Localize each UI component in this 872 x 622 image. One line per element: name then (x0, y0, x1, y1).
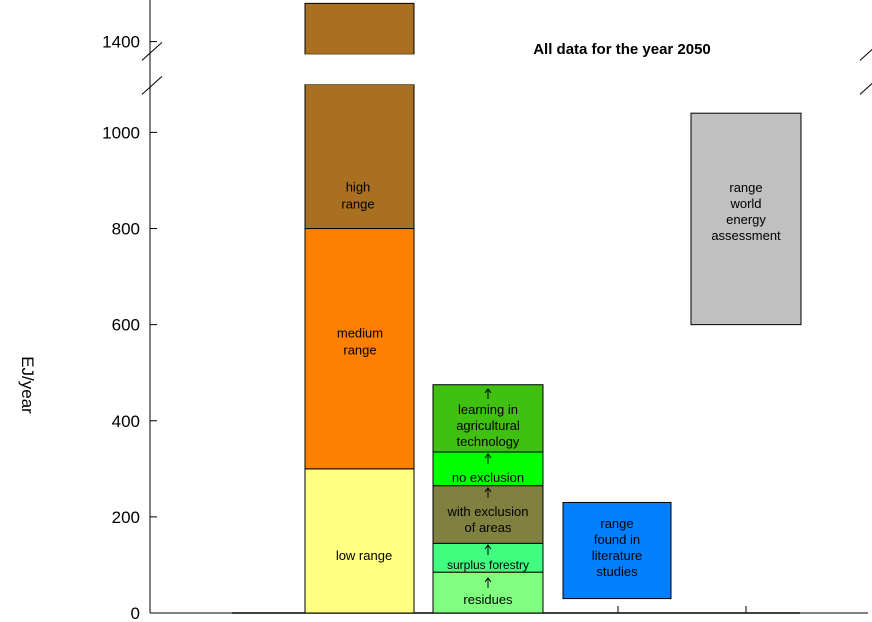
label-high-range: high range (341, 180, 374, 212)
segment-labels: low range medium range high range residues sur… (336, 180, 781, 608)
y-tick-label: 400 (112, 412, 140, 431)
y-axis-label: EJ/year (18, 356, 37, 414)
label-literature-range: range found in literature studies (592, 516, 643, 579)
y-tick-label: 600 (112, 316, 140, 335)
label-wea-range: range world energy assessment (711, 180, 781, 243)
label-learning: learning in agricultural technology (456, 402, 520, 449)
up-arrow-head (484, 453, 492, 459)
up-arrow-head (484, 577, 492, 583)
y-tick-label: 1400 (102, 33, 140, 52)
y-tick-label: 800 (112, 220, 140, 239)
y-tick-label: 0 (131, 604, 140, 622)
up-arrow-head (484, 388, 492, 394)
label-residues: residues (463, 592, 513, 607)
bar-segment-medium_range (304, 228, 415, 470)
up-arrow-head (484, 487, 492, 493)
label-low-range: low range (336, 548, 392, 563)
bars (303, 2, 802, 614)
y-tick-label: 1600 (102, 0, 140, 1)
bar-segment-literature (562, 501, 672, 600)
up-arrow-head (484, 544, 492, 550)
axis-break-mark (141, 75, 163, 95)
y-tick-label: 200 (112, 508, 140, 527)
chart-title: All data for the year 2050 (533, 41, 711, 58)
bar-segment-low_range (304, 468, 415, 614)
label-surplus-forestry: surplus forestry (447, 558, 529, 572)
label-medium-range: medium range (337, 326, 383, 358)
bar-segment-high_range-upper (304, 2, 415, 55)
bar-segment-wea (690, 112, 802, 326)
axis-break-mark (859, 48, 872, 61)
bar-segment-high_range (304, 83, 415, 230)
axis-break-mark (859, 82, 872, 95)
label-with-exclusion: with exclusion of areas (447, 504, 529, 535)
bar-break-gap (303, 54, 416, 85)
axis-break-mark (141, 41, 163, 61)
axes: 0 200 400 600 800 1000 1400 1600 (102, 0, 872, 622)
label-no-exclusion: no exclusion (452, 470, 524, 485)
y-tick-label: 1000 (102, 123, 140, 142)
